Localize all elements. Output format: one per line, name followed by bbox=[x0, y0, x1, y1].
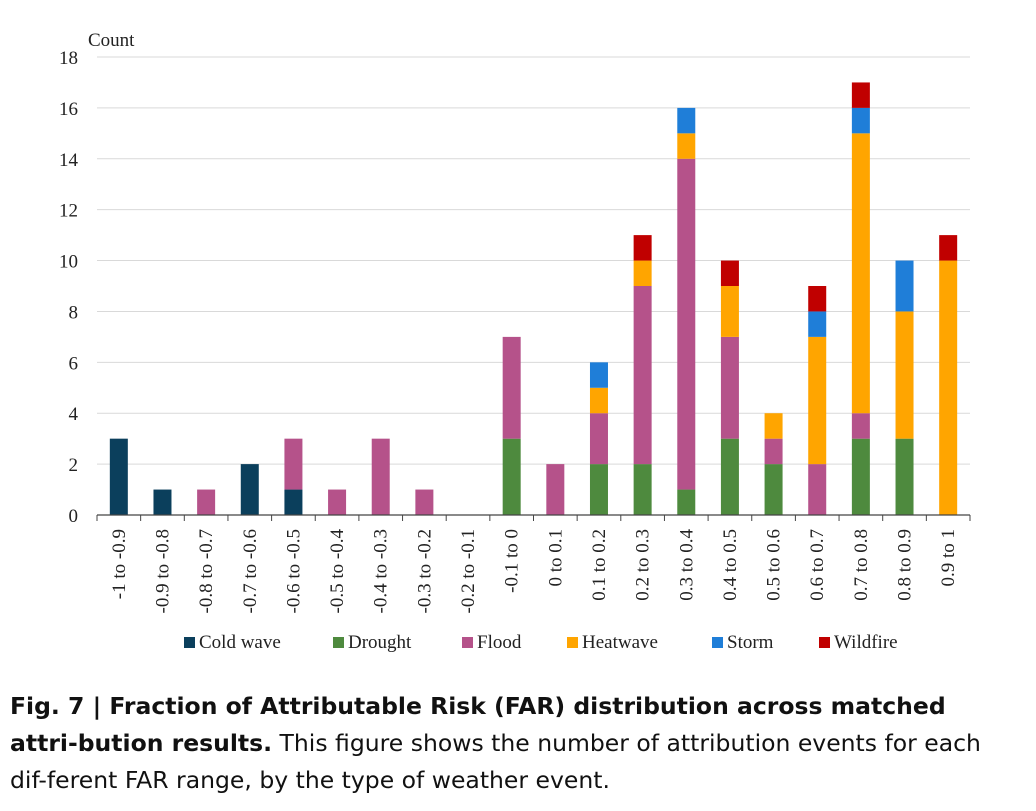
bar-segment bbox=[284, 438, 303, 490]
bar-segment bbox=[677, 158, 696, 490]
figure-caption: Fig. 7 | Fraction of Attributable Risk (… bbox=[10, 688, 1020, 799]
y-tick-label: 6 bbox=[69, 353, 79, 374]
bar-segment bbox=[895, 311, 914, 439]
x-tick-label: -1 to -0.9 bbox=[109, 529, 130, 599]
bar-segment bbox=[240, 464, 259, 515]
bar-segment bbox=[895, 438, 914, 515]
bar-segment bbox=[633, 260, 652, 286]
bars bbox=[109, 82, 958, 515]
bar-segment bbox=[502, 336, 521, 439]
bar-segment bbox=[415, 489, 434, 515]
bar-segment bbox=[764, 438, 783, 465]
bar-segment bbox=[633, 464, 652, 515]
legend-label: Storm bbox=[727, 632, 774, 653]
y-tick-labels: 0 2 4 6 8 10 12 14 16 18 bbox=[59, 48, 79, 527]
bar-segment bbox=[589, 413, 608, 465]
bar-segment bbox=[109, 438, 128, 515]
y-tick-label: 0 bbox=[69, 506, 79, 527]
bar-segment bbox=[546, 464, 565, 515]
bar-segment bbox=[720, 336, 739, 439]
legend-swatch bbox=[184, 637, 195, 648]
y-tick-label: 14 bbox=[59, 150, 79, 171]
axes bbox=[96, 514, 971, 521]
x-tick-label: 0.1 to 0.2 bbox=[589, 529, 610, 601]
legend-swatch bbox=[333, 637, 344, 648]
y-tick-label: 2 bbox=[69, 455, 79, 476]
legend-label: Flood bbox=[477, 632, 522, 653]
bar-segment bbox=[153, 489, 172, 515]
bar-segment bbox=[808, 336, 827, 465]
gridlines bbox=[97, 56, 970, 465]
bar-segment bbox=[284, 489, 303, 515]
legend-label: Drought bbox=[348, 632, 412, 653]
far-distribution-chart: 0 2 4 6 8 10 12 14 16 18 -1 to -0.9 -0.9 to -0.8 -0… bbox=[59, 30, 971, 653]
bar-segment bbox=[589, 362, 608, 388]
caption-text: This figure shows the number of attribut… bbox=[10, 729, 981, 794]
y-tick-label: 8 bbox=[69, 302, 79, 323]
legend-swatch bbox=[567, 637, 578, 648]
bar-segment bbox=[197, 489, 216, 515]
bar-segment bbox=[677, 107, 696, 134]
bar-segment bbox=[851, 413, 870, 439]
bar-segment bbox=[939, 235, 958, 261]
bar-segment bbox=[764, 413, 783, 439]
y-tick-label: 18 bbox=[59, 48, 78, 69]
legend-label: Heatwave bbox=[582, 632, 658, 653]
legend-swatch bbox=[712, 637, 723, 648]
bar-segment bbox=[895, 260, 914, 312]
bar-segment bbox=[764, 464, 783, 515]
legend-swatch bbox=[819, 637, 830, 648]
y-tick-label: 4 bbox=[69, 404, 79, 425]
x-tick-label: -0.7 to -0.6 bbox=[240, 529, 261, 613]
bar-segment bbox=[502, 438, 521, 515]
x-tick-label: -0.3 to -0.2 bbox=[414, 529, 435, 613]
bar-segment bbox=[808, 286, 827, 312]
x-tick-label: 0.5 to 0.6 bbox=[764, 529, 785, 601]
bar-segment bbox=[851, 82, 870, 108]
bar-segment bbox=[328, 489, 347, 515]
bar-segment bbox=[720, 260, 739, 286]
x-tick-label: -0.9 to -0.8 bbox=[152, 529, 173, 613]
x-tick-label: 0.4 to 0.5 bbox=[720, 529, 741, 601]
legend-label: Cold wave bbox=[199, 632, 281, 653]
x-tick-label: -0.1 to 0 bbox=[502, 529, 523, 593]
caption-label: Fig. 7 | Fraction of Attributable Risk (… bbox=[10, 692, 946, 757]
x-tick-label: -0.4 to -0.3 bbox=[371, 529, 392, 613]
y-axis-label: Count bbox=[88, 30, 135, 51]
bar-segment bbox=[589, 464, 608, 515]
y-tick-label: 16 bbox=[59, 99, 78, 120]
bar-segment bbox=[677, 489, 696, 515]
legend: Cold wave Drought Flood Heatwave Storm Wildfi… bbox=[184, 632, 898, 653]
x-tick-label: 0.2 to 0.3 bbox=[633, 529, 654, 601]
bar-segment bbox=[808, 464, 827, 515]
bar-segment bbox=[808, 311, 827, 337]
x-tick-label: 0.8 to 0.9 bbox=[895, 529, 916, 601]
bar-segment bbox=[720, 438, 739, 515]
x-tick-label: 0.9 to 1 bbox=[938, 529, 959, 587]
x-tick-label: -0.2 to -0.1 bbox=[458, 529, 479, 613]
legend-label: Wildfire bbox=[834, 632, 898, 653]
bar-segment bbox=[851, 438, 870, 515]
bar-segment bbox=[633, 235, 652, 261]
bar-segment bbox=[677, 133, 696, 159]
bar-segment bbox=[633, 286, 652, 465]
y-tick-label: 12 bbox=[59, 201, 78, 222]
x-tick-label: 0 to 0.1 bbox=[545, 529, 566, 587]
bar-segment bbox=[851, 107, 870, 134]
x-tick-labels: -1 to -0.9 -0.9 to -0.8 -0.8 to -0.7 -0.7 t… bbox=[109, 529, 959, 614]
x-tick-label: 0.6 to 0.7 bbox=[807, 529, 828, 601]
x-tick-label: 0.3 to 0.4 bbox=[676, 529, 697, 601]
bar-segment bbox=[939, 260, 958, 515]
x-tick-label: 0.7 to 0.8 bbox=[851, 529, 872, 601]
x-tick-label: -0.6 to -0.5 bbox=[283, 529, 304, 613]
bar-segment bbox=[589, 387, 608, 414]
x-tick-label: -0.5 to -0.4 bbox=[327, 529, 348, 614]
x-tick-label: -0.8 to -0.7 bbox=[196, 529, 217, 613]
bar-segment bbox=[720, 286, 739, 337]
bar-segment bbox=[851, 133, 870, 414]
y-tick-label: 10 bbox=[59, 252, 78, 273]
legend-swatch bbox=[462, 637, 473, 648]
bar-segment bbox=[371, 438, 390, 515]
